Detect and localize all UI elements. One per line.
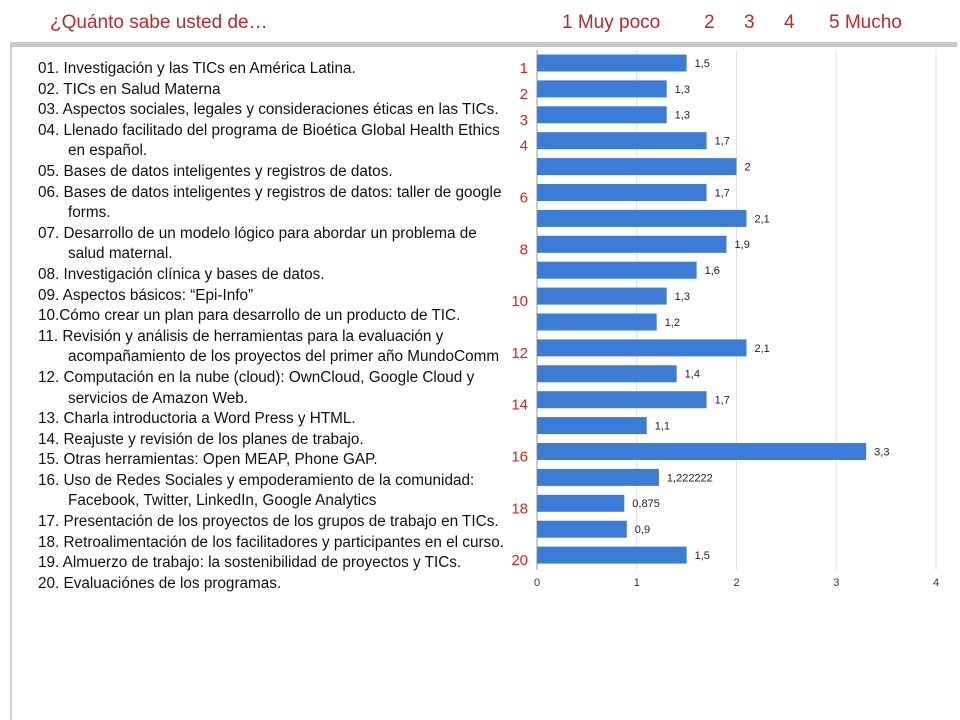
item: 18. Retroalimentación de los facilitador… xyxy=(38,533,504,551)
bar xyxy=(537,209,747,227)
y-tick-label: 6 xyxy=(520,189,528,206)
scale-label: 5 Mucho xyxy=(829,12,902,33)
scale-label: 1 Muy poco xyxy=(562,12,661,33)
value-label: 1,9 xyxy=(735,239,750,251)
item: 03. Aspectos sociales, legales y conside… xyxy=(38,101,499,119)
item: 15. Otras herramientas: Open MEAP, Phone… xyxy=(38,451,378,469)
item: 02. TICs en Salud Materna xyxy=(38,80,221,98)
x-tick-label: 4 xyxy=(933,577,939,589)
value-label: 1,4 xyxy=(685,369,700,381)
value-label: 1,5 xyxy=(695,550,710,562)
item-list: 01. Investigación y las TICs en América … xyxy=(38,59,516,594)
bar xyxy=(537,339,747,357)
x-tick-label: 2 xyxy=(733,577,739,589)
scale-label: 3 xyxy=(744,12,755,33)
value-label: 1,5 xyxy=(695,58,710,70)
value-label: 1,7 xyxy=(715,187,730,199)
y-tick-label: 16 xyxy=(511,448,528,465)
left-border xyxy=(10,47,12,720)
bar xyxy=(537,365,677,383)
item: 12. Computación en la nube (cloud): OwnC… xyxy=(38,368,475,407)
bar xyxy=(537,54,687,72)
value-label: 1,2 xyxy=(665,317,680,329)
value-label: 1,7 xyxy=(715,136,730,148)
item: 05. Bases de datos inteligentes y regist… xyxy=(38,162,393,180)
x-tick-label: 0 xyxy=(534,577,540,589)
header-rule xyxy=(10,42,957,47)
value-label: 1,1 xyxy=(655,421,670,433)
item: 07. Desarrollo de un modelo lógico para … xyxy=(38,224,477,263)
value-label: 3,3 xyxy=(874,446,889,458)
y-tick-label: 12 xyxy=(511,345,528,362)
scale-label: 2 xyxy=(704,12,715,33)
item: 13. Charla introductoria a Word Press y … xyxy=(38,410,356,428)
value-label: 1,7 xyxy=(715,395,730,407)
bar xyxy=(537,391,707,409)
bar xyxy=(537,468,659,486)
value-label: 2 xyxy=(745,162,751,174)
item: 01. Investigación y las TICs en América … xyxy=(38,60,356,77)
bar xyxy=(537,546,687,564)
item: 11. Revisión y análisis de herramientas … xyxy=(38,327,500,366)
y-tick-label: 18 xyxy=(511,500,528,517)
bar xyxy=(537,184,707,201)
value-label: 1,222222 xyxy=(667,472,713,484)
bar xyxy=(537,158,737,176)
bar xyxy=(537,80,667,98)
item: 17. Presentación de los proyectos de los… xyxy=(38,513,499,531)
item: 06. Bases de datos inteligentes y regist… xyxy=(38,183,502,222)
value-label: 1,3 xyxy=(675,110,690,122)
item: 19. Almuerzo de trabajo: la sostenibilid… xyxy=(38,554,462,572)
bar xyxy=(537,106,667,124)
bar xyxy=(537,261,697,279)
header: ¿Quánto sabe usted de… 1 Muy poco 2 3 4 … xyxy=(0,0,960,48)
bar xyxy=(537,443,867,460)
item: 04. Llenado facilitado del programa de B… xyxy=(38,121,500,160)
bar xyxy=(537,132,707,150)
item: 14. Reajuste y revisión de los planes de… xyxy=(38,430,364,448)
y-tick-label: 8 xyxy=(520,241,528,258)
y-tick-label: 1 xyxy=(520,60,528,77)
scale-label: 4 xyxy=(784,12,795,33)
bar xyxy=(537,287,667,305)
y-tick-label: 10 xyxy=(511,293,528,310)
value-label: 0,875 xyxy=(632,498,660,510)
x-tick-label: 3 xyxy=(833,577,839,589)
y-tick-label: 14 xyxy=(511,397,528,414)
y-tick-label: 20 xyxy=(511,552,528,569)
item: 16. Uso de Redes Sociales y empoderamien… xyxy=(38,471,475,510)
item: 20. Evaluaciónes de los programas. xyxy=(38,574,282,592)
bar xyxy=(537,235,727,253)
bar xyxy=(537,313,657,331)
y-tick-label: 4 xyxy=(520,138,528,155)
value-label: 2,1 xyxy=(754,213,769,225)
bar xyxy=(537,417,647,435)
item: 08. Investigación clínica y bases de dat… xyxy=(38,265,325,283)
bar xyxy=(537,494,625,512)
x-tick-label: 1 xyxy=(634,577,640,589)
y-tick-label: 2 xyxy=(520,86,528,103)
value-label: 1,3 xyxy=(675,84,690,96)
y-tick-label: 3 xyxy=(520,112,528,129)
title: ¿Quánto sabe usted de… xyxy=(50,12,268,33)
item: 09. Aspectos básicos: “Epi-Info” xyxy=(38,286,254,304)
value-label: 2,1 xyxy=(754,343,769,355)
value-label: 0,9 xyxy=(635,524,650,536)
item: 10.Cómo crear un plan para desarrollo de… xyxy=(38,307,461,325)
value-label: 1,6 xyxy=(705,265,720,277)
bar xyxy=(537,520,627,538)
value-label: 1,3 xyxy=(675,291,690,303)
